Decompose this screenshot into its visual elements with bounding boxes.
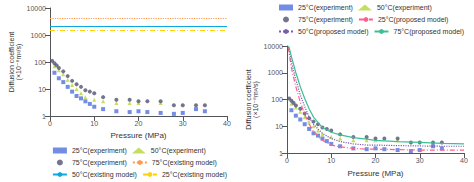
svg-text:20: 20 [372,157,380,164]
svg-text:50°C(experiment): 50°C(experiment) [151,147,206,155]
svg-text:0: 0 [48,120,52,127]
svg-text:(×10⁻⁸m²/s): (×10⁻⁸m²/s) [15,44,23,81]
svg-text:10: 10 [327,157,335,164]
svg-text:Diffusion coefficient: Diffusion coefficient [8,32,15,92]
svg-text:50°C(experiment): 50°C(experiment) [377,4,432,12]
svg-text:100: 100 [34,59,46,66]
svg-text:50°C(existing model): 50°C(existing model) [72,171,137,179]
svg-text:25°C(experiment): 25°C(experiment) [298,4,353,12]
svg-text:10: 10 [38,86,46,93]
svg-text:25°C(existing model): 25°C(existing model) [162,171,227,179]
svg-text:75°C(experiment): 75°C(experiment) [72,159,127,167]
svg-text:10: 10 [275,123,283,130]
svg-text:30: 30 [416,157,424,164]
svg-text:10000: 10000 [27,5,47,12]
svg-text:1000: 1000 [30,32,46,39]
svg-text:(×10⁻⁸m²/s): (×10⁻⁸m²/s) [252,81,260,118]
svg-text:40: 40 [460,157,468,164]
svg-text:40: 40 [223,120,231,127]
svg-text:1000: 1000 [267,69,283,76]
svg-text:25°C(experiment): 25°C(experiment) [72,147,127,155]
svg-text:20: 20 [135,120,143,127]
svg-text:1: 1 [42,113,46,120]
svg-text:100: 100 [271,96,283,103]
svg-text:75°C(existing model): 75°C(existing model) [152,159,217,167]
svg-text:0: 0 [285,157,289,164]
svg-text:30: 30 [179,120,187,127]
svg-text:10: 10 [90,120,98,127]
svg-text:25°C(proposed model): 25°C(proposed model) [378,16,449,24]
svg-text:10000: 10000 [264,43,284,50]
svg-text:Pressure (MPa): Pressure (MPa) [347,169,403,178]
svg-text:1: 1 [279,150,283,157]
svg-text:75°C(experiment): 75°C(experiment) [298,16,353,24]
svg-text:Pressure (MPa): Pressure (MPa) [110,131,166,140]
svg-text:Diffusion coefficient: Diffusion coefficient [245,69,252,129]
svg-text:75°C(proposed model): 75°C(proposed model) [393,28,464,36]
svg-text:50°C(proposed model): 50°C(proposed model) [298,28,369,36]
